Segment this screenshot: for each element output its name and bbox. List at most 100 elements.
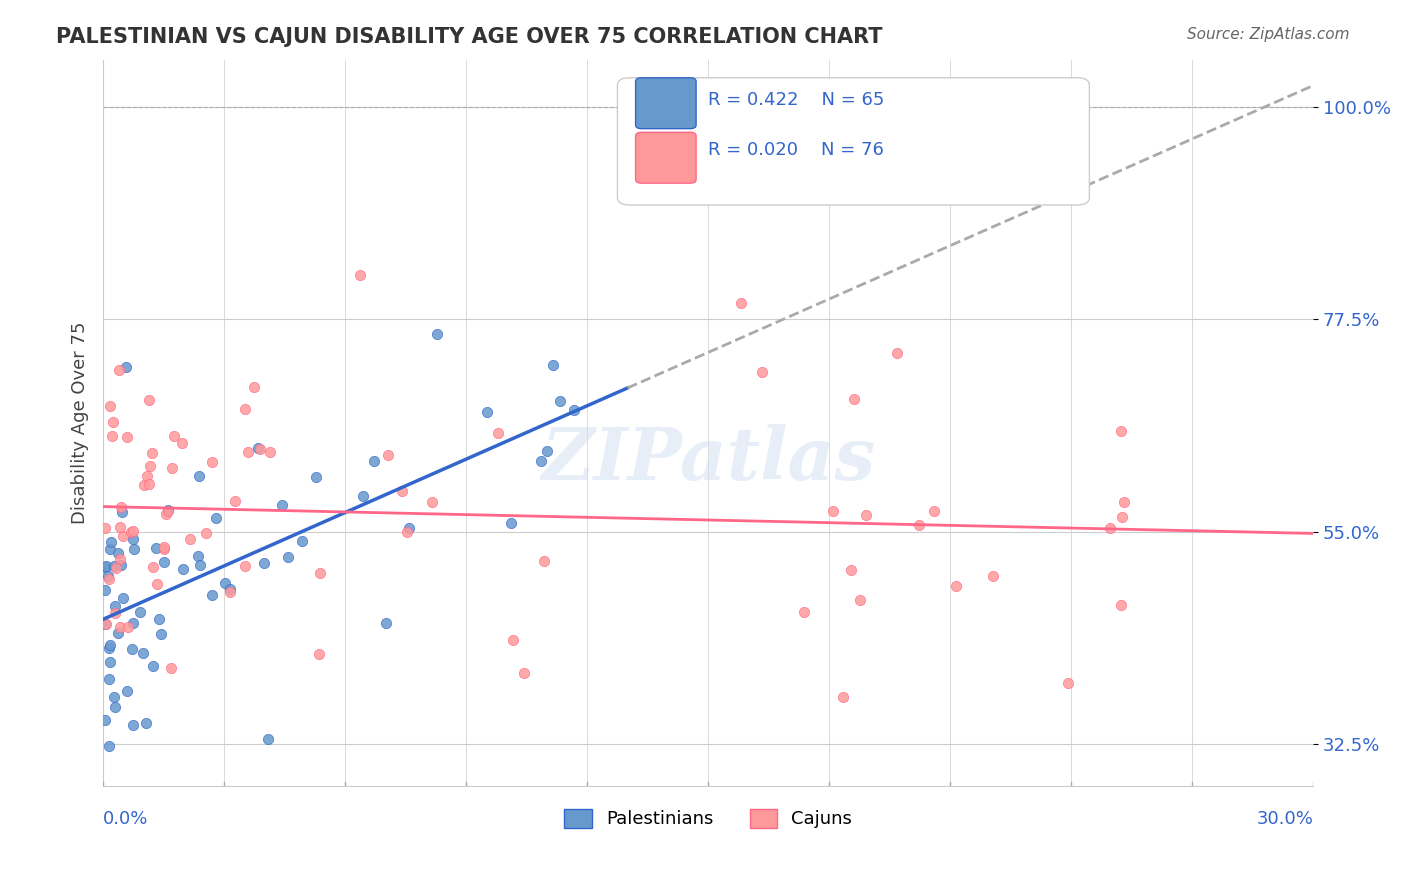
Cajuns [1109,424,1132,438]
Text: 30.0%: 30.0% [1257,810,1313,828]
Palestinians [111,504,134,518]
Cajuns [94,520,117,534]
Cajuns [104,606,127,620]
Palestinians [145,541,167,555]
Palestinians [477,405,499,419]
Cajuns [138,476,160,491]
Palestinians [257,732,280,747]
Cajuns [219,585,242,599]
Palestinians [96,558,118,573]
Palestinians [270,498,292,512]
Palestinians [187,549,209,564]
Cajuns [101,428,124,442]
Cajuns [155,507,177,521]
Cajuns [886,346,908,360]
Cajuns [533,554,555,568]
Cajuns [842,392,865,406]
Text: PALESTINIAN VS CAJUN DISABILITY AGE OVER 75 CORRELATION CHART: PALESTINIAN VS CAJUN DISABILITY AGE OVER… [56,27,883,46]
Cajuns [163,428,186,442]
Cajuns [945,579,967,593]
Palestinians [104,700,127,714]
Cajuns [420,495,443,509]
Palestinians [121,718,143,732]
Palestinians [148,612,170,626]
Cajuns [94,616,117,631]
Cajuns [1098,521,1121,535]
Palestinians [107,625,129,640]
Palestinians [363,453,385,467]
Palestinians [277,550,299,565]
Palestinians [94,713,117,727]
Palestinians [122,542,145,557]
Palestinians [253,557,276,571]
Palestinians [305,469,328,483]
Cajuns [848,593,870,607]
Cajuns [486,425,509,440]
Palestinians [115,684,138,698]
Cajuns [107,362,129,376]
Cajuns [513,666,536,681]
Cajuns [391,484,413,499]
Palestinians [149,627,172,641]
Cajuns [308,647,330,661]
Palestinians [501,516,523,530]
FancyBboxPatch shape [636,132,696,183]
Cajuns [120,524,142,539]
Palestinians [97,673,120,687]
Cajuns [1057,675,1080,690]
Palestinians [98,739,121,753]
Cajuns [108,551,131,566]
Cajuns [153,541,176,555]
Palestinians [94,617,117,632]
Palestinians [541,358,564,372]
Cajuns [1109,598,1132,612]
Cajuns [831,690,853,704]
Cajuns [110,500,132,515]
Palestinians [426,326,449,341]
Palestinians [122,532,145,546]
Cajuns [249,442,271,456]
Y-axis label: Disability Age Over 75: Disability Age Over 75 [72,322,89,524]
Cajuns [233,402,256,417]
Cajuns [922,504,945,518]
Cajuns [100,399,122,413]
Palestinians [205,511,228,525]
Palestinians [375,615,398,630]
Cajuns [141,446,163,460]
Cajuns [821,504,844,518]
Palestinians [529,453,551,467]
Cajuns [104,561,127,575]
Palestinians [214,576,236,591]
Palestinians [536,443,558,458]
Cajuns [751,365,773,379]
Palestinians [157,503,180,517]
Palestinians [188,468,211,483]
Cajuns [138,393,160,408]
Cajuns [224,494,246,508]
Cajuns [111,529,134,543]
Palestinians [111,591,134,606]
Cajuns [839,562,862,576]
Palestinians [115,360,138,375]
Palestinians [100,534,122,549]
FancyBboxPatch shape [636,78,696,128]
Palestinians [97,640,120,655]
Cajuns [179,532,201,546]
Palestinians [291,534,314,549]
Cajuns [115,430,138,444]
Palestinians [247,442,270,456]
Palestinians [97,568,120,582]
Palestinians [398,521,420,535]
Palestinians [98,655,121,669]
Cajuns [117,619,139,633]
Palestinians [132,646,155,660]
Text: 0.0%: 0.0% [103,810,149,828]
Palestinians [104,599,127,614]
Cajuns [235,559,257,574]
Cajuns [132,478,155,492]
Cajuns [152,541,174,556]
Cajuns [308,566,330,580]
Palestinians [129,605,152,619]
Cajuns [108,620,131,634]
Cajuns [108,520,131,534]
